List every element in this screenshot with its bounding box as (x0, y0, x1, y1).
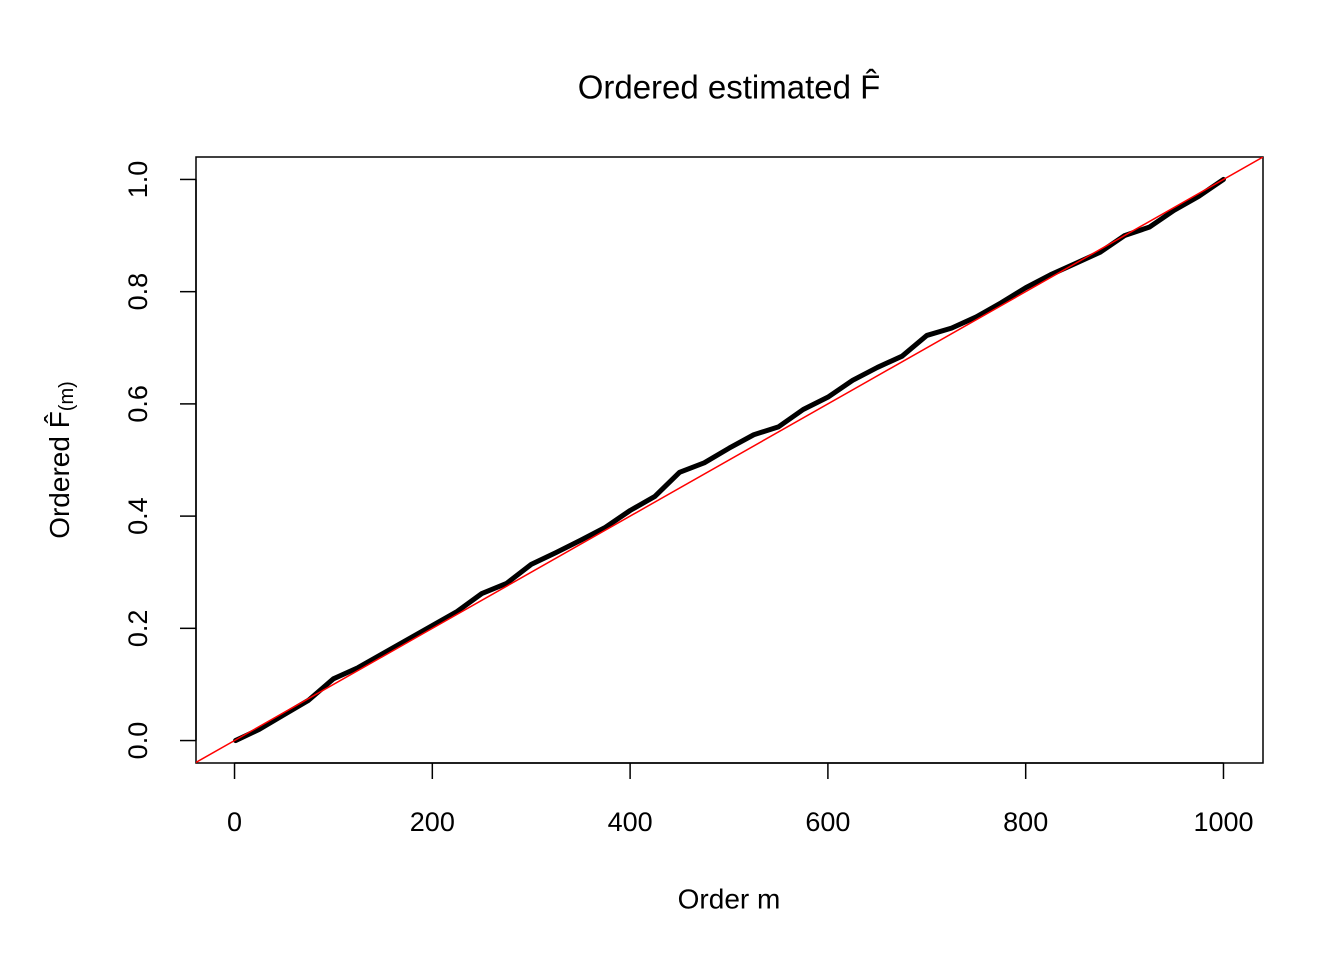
y-tick-label: 0.0 (123, 722, 153, 760)
y-axis-label-subscript: (m) (56, 381, 78, 411)
data-line (233, 176, 1226, 744)
x-tick-label: 200 (410, 807, 455, 837)
x-tick-label: 800 (1003, 807, 1048, 837)
y-tick-label: 0.8 (123, 273, 153, 311)
y-tick-label: 0.2 (123, 610, 153, 648)
chart-title: Ordered estimated F̂ (578, 68, 881, 105)
y-tick-label: 0.6 (123, 385, 153, 423)
x-axis-label: Order m (678, 883, 781, 914)
y-tick-label: 0.4 (123, 497, 153, 535)
y-tick-label: 1.0 (123, 161, 153, 199)
x-tick-label: 600 (805, 807, 850, 837)
y-axis-label-main: Ordered F̂ (44, 411, 75, 539)
y-axis-label: Ordered F̂(m) (44, 381, 78, 539)
reference-line (196, 157, 1263, 763)
x-tick-label: 1000 (1193, 807, 1253, 837)
x-tick-label: 0 (227, 807, 242, 837)
x-tick-label: 400 (608, 807, 653, 837)
